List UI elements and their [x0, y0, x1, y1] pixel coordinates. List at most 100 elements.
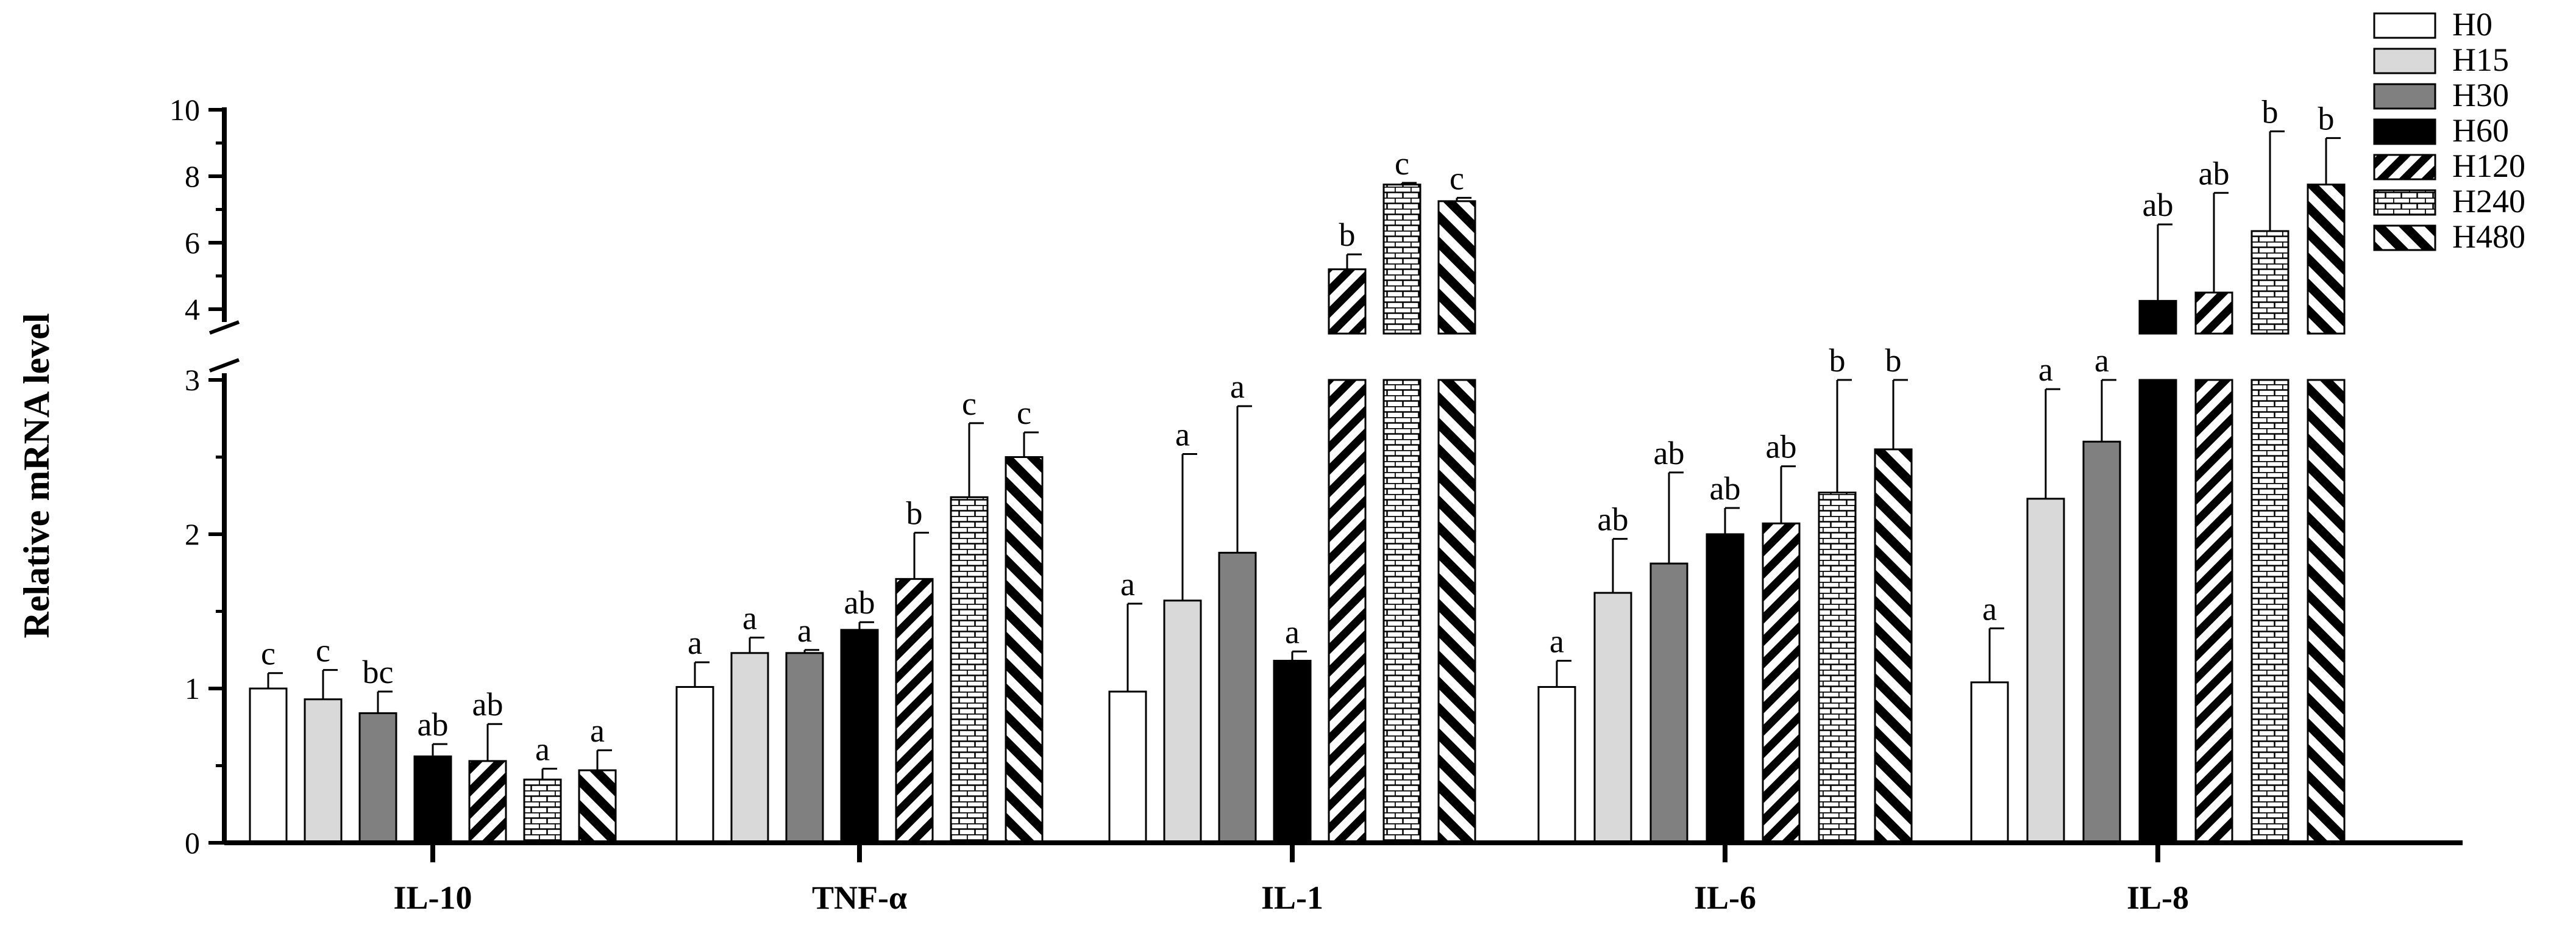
significance-label: b	[906, 495, 923, 531]
significance-label: c	[1395, 145, 1409, 182]
significance-label: a	[590, 712, 605, 749]
legend-swatch-h0	[2373, 12, 2436, 39]
significance-label: b	[2262, 93, 2279, 130]
bar-h240-il10	[523, 778, 562, 844]
legend-label: H60	[2452, 112, 2509, 149]
bar-h30-il6	[1649, 562, 1688, 844]
legend-label: H240	[2452, 183, 2525, 220]
x-category-label: IL-10	[393, 879, 472, 916]
bar-h15-il6	[1593, 592, 1632, 844]
bar-h480-tnf	[1005, 456, 1044, 844]
bar-h30-il1	[1218, 551, 1257, 844]
significance-label: a	[2094, 342, 2109, 379]
significance-label: b	[1339, 216, 1356, 253]
bar-h60-il10	[413, 755, 452, 844]
significance-label: ab	[1598, 501, 1629, 538]
significance-label: ab	[1766, 429, 1797, 465]
significance-label: a	[535, 731, 550, 768]
significance-label: a	[2038, 351, 2053, 388]
bar-h240-il8	[2250, 379, 2290, 844]
bar-h0-il6	[1537, 685, 1576, 844]
bar-h480-il1	[1437, 379, 1476, 844]
significance-label: a	[742, 600, 757, 637]
bar-h60-il6	[1706, 533, 1745, 844]
error-bars-layer	[267, 130, 2341, 780]
bar-h240-il6	[1818, 492, 1857, 844]
bar-h30-il10	[358, 712, 397, 844]
significance-label: b	[2318, 100, 2335, 137]
y-tick-label: 6	[185, 226, 200, 260]
bar-h480-il1-upper	[1437, 200, 1476, 335]
y-tick-label: 1	[185, 671, 200, 706]
y-axis-title: Relative mRNA level	[16, 313, 57, 638]
bar-h0-il8	[1970, 681, 2009, 844]
significance-label: bc	[363, 654, 394, 690]
legend-swatch-h240	[2373, 189, 2436, 216]
y-tick-label: 10	[169, 93, 200, 127]
bar-h15-il8	[2026, 498, 2065, 844]
bar-h30-il8	[2082, 440, 2121, 844]
bar-h480-il8	[2307, 379, 2346, 844]
bar-h60-tnf	[840, 629, 879, 844]
significance-label: b	[1829, 342, 1846, 379]
significance-label: ab	[2199, 155, 2230, 191]
legend-label: H30	[2452, 77, 2509, 113]
labels-layer: c aaaacaaababcaaabaababaabababbbababaccbb…	[261, 93, 2334, 767]
legend-label: H15	[2452, 41, 2509, 78]
significance-label: a	[1982, 590, 1997, 627]
bar-h0-il1	[1108, 690, 1147, 844]
y-tick-label: 3	[185, 363, 200, 397]
legend-label: H0	[2452, 6, 2492, 43]
bar-h120-il1-upper	[1328, 268, 1367, 335]
bar-h60-il1	[1273, 659, 1312, 844]
legend-swatch-h15	[2373, 48, 2436, 74]
significance-label: a	[1120, 566, 1135, 603]
bar-h240-tnf	[950, 496, 989, 844]
significance-label: c	[1017, 395, 1031, 431]
bar-h120-il10	[468, 760, 507, 844]
significance-label: a	[688, 624, 702, 661]
bar-h120-il8	[2194, 379, 2233, 844]
bar-h120-il6	[1762, 522, 1801, 844]
bar-h60-il8	[2138, 379, 2177, 844]
legend-swatch-h30	[2373, 83, 2436, 110]
legend-swatch-h480	[2373, 224, 2436, 251]
bar-h15-il1	[1163, 599, 1202, 844]
significance-label: a	[1285, 613, 1300, 650]
significance-label: ab	[1654, 435, 1685, 471]
axis-break-mark	[208, 320, 240, 335]
x-category-label: IL-1	[1261, 879, 1323, 916]
x-category-label: TNF-α	[812, 879, 907, 916]
significance-label: c	[261, 635, 276, 672]
y-tick-label: 2	[185, 517, 200, 551]
x-category-label: IL-8	[2127, 879, 2189, 916]
bars-layer	[249, 184, 2346, 844]
bar-h15-tnf	[730, 652, 769, 844]
x-category-label: IL-6	[1694, 879, 1756, 916]
bar-h120-tnf	[895, 578, 934, 844]
significance-label: ab	[472, 686, 503, 723]
significance-label: a	[1230, 368, 1245, 405]
axis-break-mark	[208, 358, 240, 373]
significance-label: b	[1885, 342, 1902, 379]
significance-label: ab	[2143, 187, 2174, 223]
bar-h480-il8-upper	[2307, 184, 2346, 335]
bar-h480-il6	[1874, 448, 1913, 844]
significance-label: c	[316, 632, 330, 669]
bar-h120-il1	[1328, 379, 1367, 844]
bar-h60-il8-upper	[2138, 299, 2177, 335]
significance-label: a	[1175, 416, 1190, 452]
significance-label: c	[1450, 160, 1464, 196]
significance-label: a	[797, 612, 812, 649]
significance-label: a	[1550, 623, 1564, 659]
significance-label: ab	[1710, 470, 1741, 507]
y-tick-label: 4	[185, 292, 200, 326]
bar-h0-tnf	[675, 685, 714, 844]
significance-label: ab	[418, 706, 449, 743]
bar-h240-il1	[1382, 379, 1421, 844]
bar-h0-il10	[249, 687, 288, 844]
legend-swatch-h60	[2373, 118, 2436, 145]
